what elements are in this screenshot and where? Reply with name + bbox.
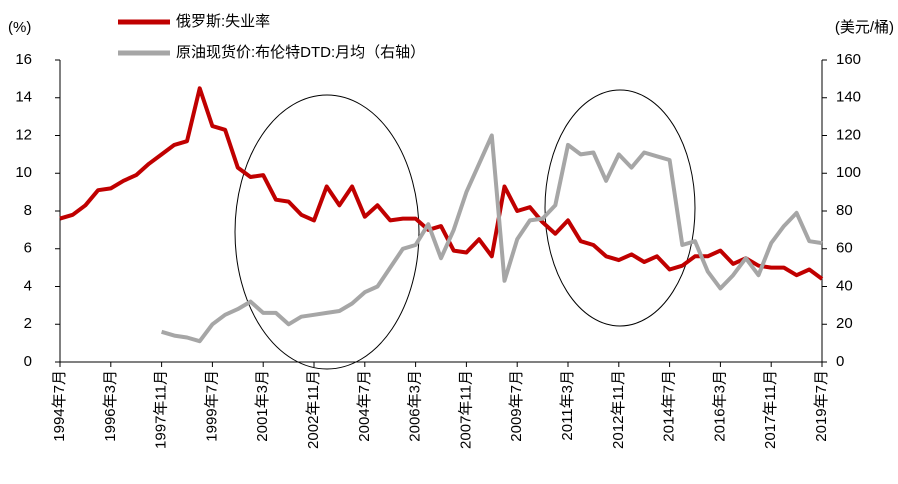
x-tick-label: 2016年3月: [711, 370, 728, 442]
y-tick-label: 8: [24, 202, 32, 219]
legend-label: 原油现货价:布伦特DTD:月均（右轴）: [176, 44, 425, 61]
y2-tick-label: 40: [836, 277, 853, 294]
highlight-ellipse: [234, 94, 420, 370]
x-tick-label: 2002年11月: [305, 370, 322, 449]
y-tick-label: 14: [15, 89, 32, 106]
y2-tick-label: 140: [836, 89, 861, 106]
x-tick-label: 1997年11月: [153, 370, 170, 449]
y-tick-label: 12: [15, 126, 32, 143]
y-tick-label: 16: [15, 51, 32, 68]
x-tick-label: 2006年3月: [407, 370, 424, 442]
y2-tick-label: 120: [836, 126, 861, 143]
y2-tick-label: 160: [836, 51, 861, 68]
legend-label: 俄罗斯:失业率: [176, 13, 270, 30]
x-tick-label: 2011年3月: [559, 370, 576, 441]
x-tick-label: 2007年11月: [457, 370, 474, 449]
y2-axis-label: (美元/桶): [835, 19, 894, 36]
x-tick-label: 2017年11月: [762, 370, 779, 449]
y-axis-label: (%): [8, 19, 31, 36]
x-tick-label: 2001年3月: [254, 370, 271, 442]
y-tick-label: 4: [24, 277, 32, 294]
x-tick-label: 2004年7月: [356, 370, 373, 442]
y2-tick-label: 0: [836, 353, 844, 370]
y-tick-label: 6: [24, 240, 32, 257]
x-tick-label: 1999年7月: [203, 370, 220, 442]
series-line: [161, 133, 823, 344]
y-tick-label: 2: [24, 315, 32, 332]
x-tick-label: 1994年7月: [51, 370, 68, 442]
y2-tick-label: 60: [836, 240, 853, 257]
series-line: [59, 86, 824, 281]
highlight-ellipse: [544, 89, 696, 327]
y2-tick-label: 20: [836, 315, 853, 332]
x-tick-label: 2012年11月: [610, 370, 627, 449]
x-tick-label: 2014年7月: [661, 370, 678, 442]
x-tick-label: 2009年7月: [508, 370, 525, 442]
x-tick-label: 2019年7月: [813, 370, 830, 442]
y2-tick-label: 80: [836, 202, 853, 219]
y-tick-label: 0: [24, 353, 32, 370]
y2-tick-label: 100: [836, 164, 861, 181]
x-tick-label: 1996年3月: [102, 370, 119, 442]
y-tick-label: 10: [15, 164, 32, 181]
